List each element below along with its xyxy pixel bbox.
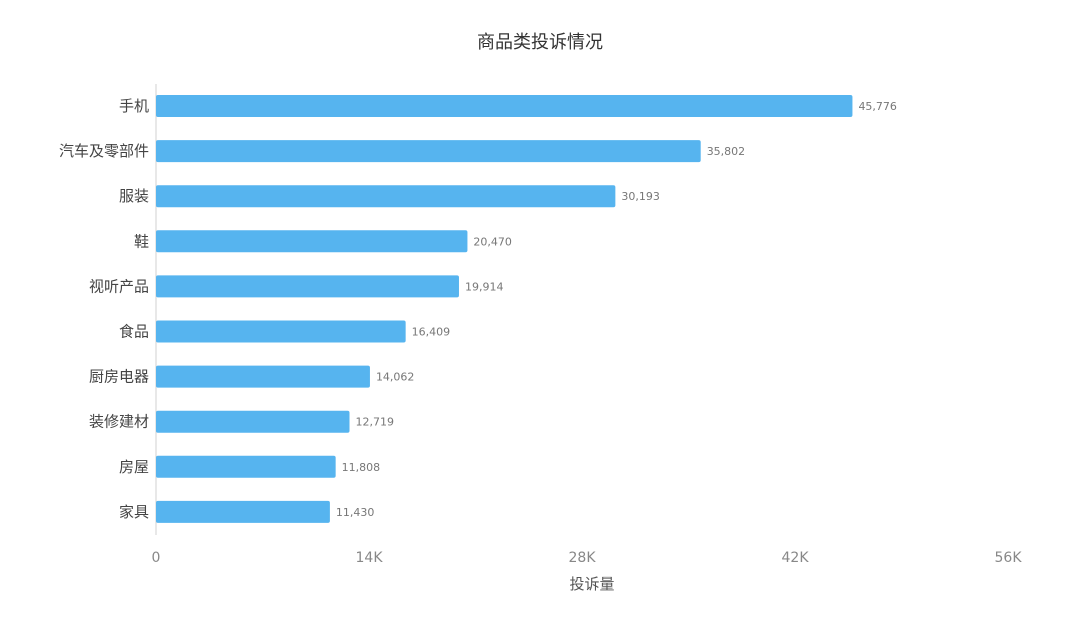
value-label: 20,470 [473, 235, 512, 248]
x-tick-labels-group: 0 14K 28K 42K 56K [152, 550, 1023, 566]
bar [156, 185, 616, 208]
x-tick-label: 0 [152, 550, 161, 566]
value-labels-group: 45,776 35,802 30,193 20,470 19,914 16,409 14,0… [336, 100, 897, 519]
bar [156, 410, 350, 433]
value-label: 12,719 [356, 416, 395, 429]
x-tick-label: 42K [782, 550, 810, 566]
x-tick-label: 56K [995, 550, 1023, 566]
category-label: 装修建材 [89, 413, 149, 431]
category-label: 厨房电器 [89, 368, 149, 386]
category-label: 房屋 [119, 458, 149, 476]
bar [156, 320, 406, 343]
chart-title: 商品类投诉情况 [477, 32, 603, 53]
x-tick-label: 28K [569, 550, 597, 566]
x-axis-title: 投诉量 [569, 575, 614, 593]
value-label: 11,808 [342, 461, 381, 474]
category-label: 手机 [119, 97, 149, 115]
category-label: 服装 [119, 187, 149, 205]
value-label: 45,776 [858, 100, 897, 113]
value-label: 35,802 [707, 145, 746, 158]
category-label: 鞋 [134, 232, 149, 250]
bar [156, 455, 336, 478]
value-label: 16,409 [412, 326, 451, 339]
category-label: 汽车及零部件 [59, 142, 149, 160]
category-label: 家具 [119, 503, 149, 521]
value-label: 14,062 [376, 371, 415, 384]
bar [156, 95, 853, 117]
category-label: 食品 [119, 323, 149, 341]
bar [156, 140, 701, 163]
value-label: 11,430 [336, 506, 375, 519]
category-label: 视听产品 [89, 277, 149, 295]
x-tick-label: 14K [356, 550, 384, 566]
value-label: 19,914 [465, 280, 504, 293]
value-label: 30,193 [621, 190, 660, 203]
bar [156, 275, 459, 298]
bars-group [156, 95, 853, 523]
bar [156, 230, 468, 253]
bar [156, 365, 370, 388]
bar [156, 500, 330, 523]
